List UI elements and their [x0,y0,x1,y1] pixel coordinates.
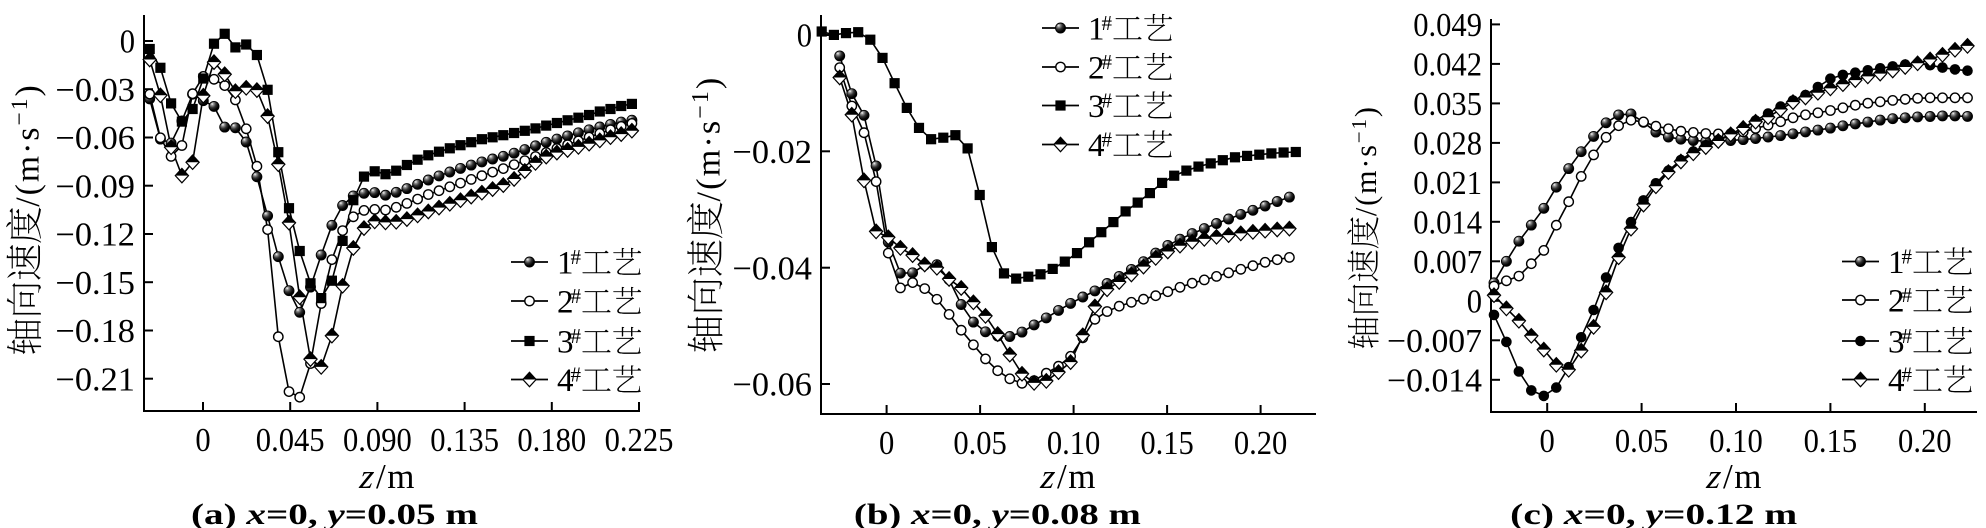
svg-text:−0.12: −0.12 [56,217,136,254]
svg-text:−0.18: −0.18 [56,313,136,350]
svg-text:0: 0 [797,18,812,55]
svg-text:0: 0 [1467,283,1482,320]
svg-text:#: # [1902,324,1913,348]
svg-text:1: 1 [1088,12,1105,48]
svg-text:0.042: 0.042 [1413,47,1482,84]
svg-text:0.049: 0.049 [1413,7,1482,44]
svg-text:−0.03: −0.03 [56,72,136,109]
svg-text:−0.04: −0.04 [733,250,813,287]
svg-text:0.021: 0.021 [1413,165,1482,202]
svg-text:1: 1 [557,246,574,282]
svg-text:2: 2 [557,285,574,321]
svg-text:/m: /m [1723,457,1763,496]
svg-text:−0.014: −0.014 [1387,362,1482,399]
svg-text:#: # [1902,363,1913,387]
svg-text:0.035: 0.035 [1413,86,1482,123]
svg-text:#: # [1102,128,1113,152]
svg-text:(b) x=0, y=0.08 m: (b) x =0, y =0.08 m [854,498,1141,528]
svg-text:#: # [1902,245,1913,269]
svg-text:−0.15: −0.15 [56,265,136,302]
svg-text:4: 4 [557,363,574,399]
svg-text:0.10: 0.10 [1709,423,1763,460]
svg-text:4: 4 [1088,128,1105,164]
svg-text:#: # [1102,50,1113,74]
svg-text:−0.06: −0.06 [56,120,136,157]
svg-text:0: 0 [195,422,210,459]
svg-text:0.135: 0.135 [430,422,499,459]
svg-text:0.05: 0.05 [953,425,1007,462]
svg-text:−0.007: −0.007 [1387,323,1482,360]
svg-text:0.05: 0.05 [1615,423,1669,460]
svg-text:0.20: 0.20 [1234,425,1288,462]
svg-text:2: 2 [1088,51,1105,87]
svg-text:(c) x=0, y=0.12 m: (c) x =0, y =0.12 m [1510,498,1797,528]
svg-text:0.007: 0.007 [1413,244,1482,281]
svg-text:−0.02: −0.02 [733,134,813,171]
svg-text:3: 3 [1888,325,1905,361]
svg-text:z: z [1704,457,1724,496]
svg-text:/m: /m [1057,457,1097,496]
svg-text:z: z [1038,457,1058,496]
svg-text:0: 0 [1540,423,1555,460]
svg-text:2: 2 [1888,284,1905,320]
svg-text:0.20: 0.20 [1898,423,1952,460]
svg-text:0: 0 [879,425,894,462]
svg-text:0.028: 0.028 [1413,126,1482,163]
svg-text:0: 0 [120,24,135,61]
svg-text:0.014: 0.014 [1413,204,1482,241]
svg-text:0.15: 0.15 [1804,423,1858,460]
svg-text:−0.21: −0.21 [56,361,136,398]
svg-text:0.10: 0.10 [1047,425,1101,462]
svg-text:(a) x=0, y=0.05 m: (a) x =0, y =0.05 m [191,498,478,528]
svg-text:3: 3 [557,325,574,361]
svg-text:#: # [1102,11,1113,35]
svg-text:0.225: 0.225 [605,422,674,459]
svg-text:0.180: 0.180 [517,422,586,459]
svg-text:1: 1 [1888,245,1905,281]
svg-text:#: # [571,363,582,387]
svg-text:0.090: 0.090 [343,422,412,459]
svg-text:#: # [571,324,582,348]
svg-text:−0.09: −0.09 [56,168,136,205]
svg-text:#: # [571,284,582,308]
svg-text:4: 4 [1888,363,1905,399]
svg-text:#: # [1102,89,1113,113]
svg-text:0.15: 0.15 [1140,425,1194,462]
svg-text:3: 3 [1088,89,1105,125]
svg-text:0.045: 0.045 [256,422,325,459]
svg-text:/m: /m [376,457,416,496]
svg-text:#: # [1902,283,1913,307]
svg-text:−0.06: −0.06 [733,367,813,404]
svg-text:z: z [357,457,377,496]
svg-text:/(m·s−1): /(m·s−1) [7,83,46,207]
svg-text:#: # [571,245,582,269]
